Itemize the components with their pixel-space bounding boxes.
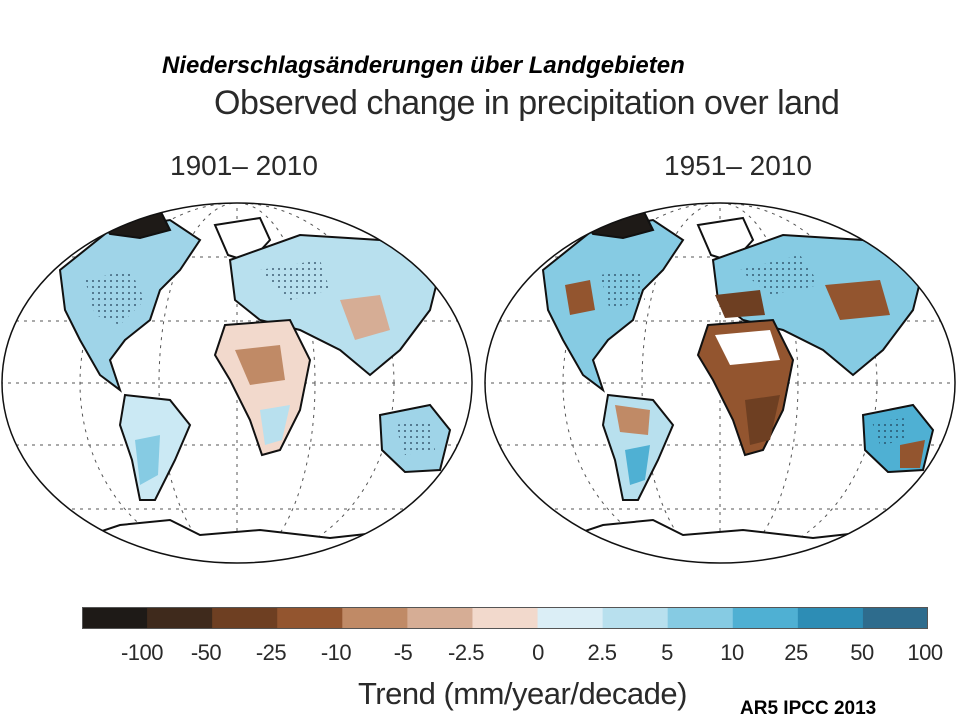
- color-scale-cell: [732, 607, 799, 629]
- map-period-label-1901: 1901– 2010: [170, 150, 318, 181]
- color-scale-cell: [277, 607, 343, 629]
- map-period-label-1951: 1951– 2010: [664, 150, 812, 181]
- color-scale-tick: 2.5: [587, 640, 617, 665]
- color-scale-tick: -2.5: [448, 640, 484, 665]
- color-scale-cell: [862, 607, 928, 629]
- color-scale-tick: 50: [850, 640, 874, 665]
- german-title: Niederschlagsänderungen über Landgebiete…: [162, 52, 685, 79]
- color-scale-cell: [212, 607, 278, 629]
- color-scale-bar: [82, 607, 928, 629]
- map-1951-2010: [485, 203, 955, 563]
- english-title: Observed change in precipitation over la…: [214, 84, 840, 122]
- color-scale-tick: 100: [907, 640, 943, 665]
- color-scale-tick: -5: [393, 640, 413, 665]
- color-scale-cell: [537, 607, 604, 629]
- color-scale-tick: -50: [190, 640, 222, 665]
- color-scale-tick-labels: -100 -50 -25 -10 -5 -2.5 0 2.5 5 10 25 50 100: [82, 640, 943, 670]
- color-scale-cell: [407, 607, 473, 629]
- color-scale-tick: 5: [661, 640, 673, 665]
- color-scale-cell: [342, 607, 408, 629]
- color-scale-cell: [797, 607, 864, 629]
- color-scale-cell: [82, 607, 148, 629]
- world-maps: [1, 202, 956, 564]
- color-scale-tick: 25: [784, 640, 808, 665]
- color-scale-cell: [147, 607, 213, 629]
- color-scale-tick: 0: [532, 640, 544, 665]
- color-scale-cell: [602, 607, 669, 629]
- color-scale-tick: -25: [255, 640, 287, 665]
- color-scale-tick: -10: [320, 640, 352, 665]
- color-scale-cell: [667, 607, 734, 629]
- color-scale-cell: [472, 607, 539, 629]
- color-scale-title: Trend (mm/year/decade): [358, 676, 687, 711]
- color-scale-tick: 10: [720, 640, 744, 665]
- color-scale-tick: -100: [120, 640, 164, 665]
- source-credit: AR5 IPCC 2013: [740, 698, 877, 719]
